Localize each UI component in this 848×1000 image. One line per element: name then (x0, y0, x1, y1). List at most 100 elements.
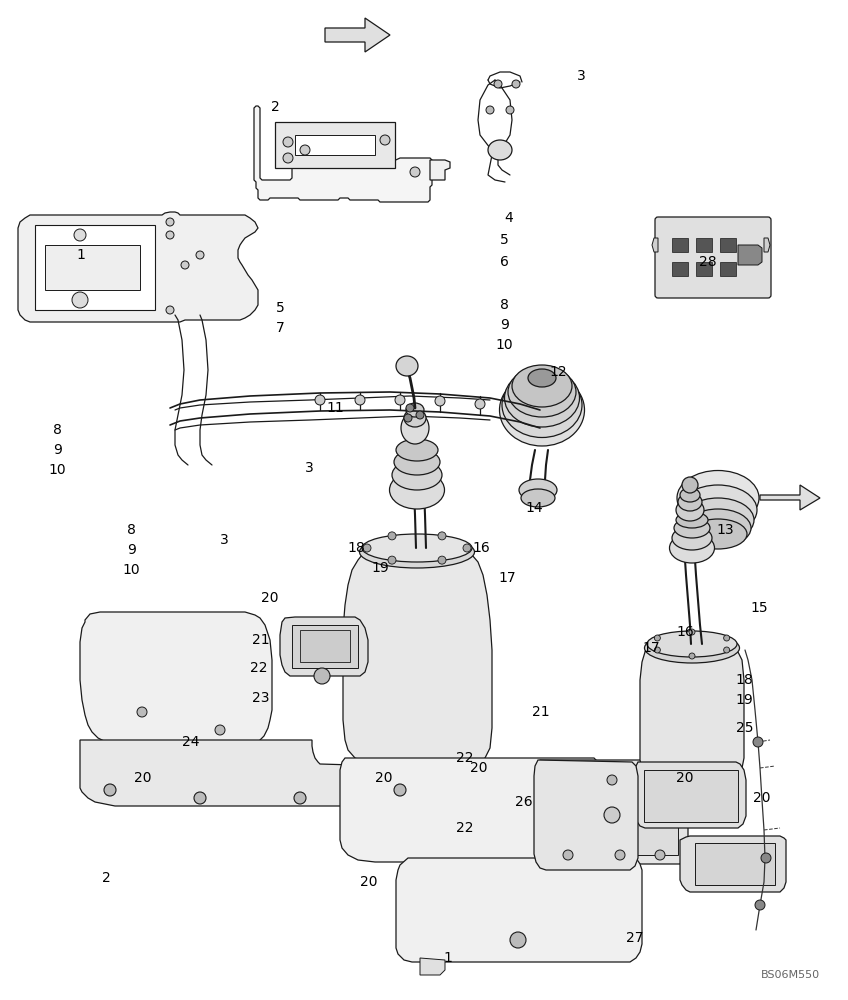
Ellipse shape (406, 403, 424, 417)
Ellipse shape (682, 498, 754, 542)
Text: 1: 1 (76, 248, 85, 262)
Ellipse shape (521, 489, 555, 507)
Polygon shape (295, 135, 375, 155)
Text: 9: 9 (500, 318, 509, 332)
Ellipse shape (362, 534, 472, 562)
Text: 20: 20 (261, 591, 278, 605)
Text: 5: 5 (500, 233, 509, 247)
Ellipse shape (674, 518, 710, 538)
Circle shape (615, 850, 625, 860)
Circle shape (723, 635, 729, 641)
Ellipse shape (682, 477, 698, 493)
Text: 9: 9 (127, 543, 136, 557)
Polygon shape (640, 648, 744, 780)
Polygon shape (534, 760, 638, 870)
Text: 22: 22 (250, 661, 267, 675)
Ellipse shape (647, 631, 737, 657)
Ellipse shape (685, 509, 751, 547)
Text: 10: 10 (49, 463, 66, 477)
Circle shape (283, 137, 293, 147)
Ellipse shape (644, 633, 739, 663)
Polygon shape (280, 617, 368, 676)
Text: 1: 1 (444, 951, 452, 965)
Ellipse shape (499, 374, 584, 446)
Circle shape (607, 775, 617, 785)
Text: 9: 9 (53, 443, 62, 457)
Circle shape (406, 404, 414, 412)
Text: 7: 7 (276, 321, 284, 335)
Ellipse shape (401, 412, 429, 444)
Text: 26: 26 (516, 795, 533, 809)
Circle shape (475, 399, 485, 409)
Ellipse shape (689, 519, 747, 549)
Ellipse shape (389, 471, 444, 509)
Circle shape (416, 411, 424, 419)
Polygon shape (18, 212, 258, 322)
Polygon shape (738, 245, 762, 265)
Circle shape (438, 532, 446, 540)
Circle shape (506, 106, 514, 114)
Ellipse shape (360, 536, 475, 568)
Circle shape (435, 396, 445, 406)
Text: 28: 28 (700, 255, 717, 269)
Polygon shape (420, 958, 445, 975)
Circle shape (104, 784, 116, 796)
Circle shape (753, 737, 763, 747)
Circle shape (510, 932, 526, 948)
Polygon shape (35, 225, 155, 310)
Text: 18: 18 (736, 673, 753, 687)
Bar (672, 238, 688, 252)
Circle shape (463, 544, 471, 552)
Text: BS06M550: BS06M550 (761, 970, 820, 980)
Circle shape (283, 153, 293, 163)
Polygon shape (80, 740, 468, 806)
Bar (720, 262, 736, 276)
Ellipse shape (394, 449, 440, 475)
Text: 3: 3 (305, 461, 314, 475)
Polygon shape (396, 858, 642, 962)
Text: 11: 11 (326, 401, 343, 415)
Text: 6: 6 (500, 255, 509, 269)
Text: 24: 24 (182, 735, 199, 749)
Text: 23: 23 (253, 691, 270, 705)
Circle shape (655, 647, 661, 653)
Circle shape (355, 395, 365, 405)
Circle shape (655, 850, 665, 860)
Text: 15: 15 (750, 601, 767, 615)
Circle shape (74, 229, 86, 241)
Ellipse shape (508, 367, 576, 417)
Text: 3: 3 (220, 533, 229, 547)
Text: 19: 19 (736, 693, 753, 707)
Polygon shape (644, 770, 738, 822)
Circle shape (314, 668, 330, 684)
Circle shape (294, 792, 306, 804)
Polygon shape (760, 485, 820, 510)
Circle shape (689, 653, 695, 659)
Text: 2: 2 (271, 100, 280, 114)
Ellipse shape (680, 488, 700, 502)
Ellipse shape (676, 512, 708, 528)
Circle shape (166, 306, 174, 314)
Polygon shape (343, 555, 492, 768)
Text: 20: 20 (677, 771, 694, 785)
Text: 20: 20 (375, 771, 392, 785)
Polygon shape (634, 762, 746, 828)
Circle shape (166, 231, 174, 239)
Ellipse shape (678, 493, 702, 511)
Text: 18: 18 (348, 541, 365, 555)
Polygon shape (292, 625, 358, 668)
Text: 22: 22 (456, 821, 473, 835)
Circle shape (394, 784, 406, 796)
Polygon shape (340, 758, 600, 862)
Circle shape (494, 80, 502, 88)
Bar (696, 238, 712, 252)
Ellipse shape (396, 356, 418, 376)
Circle shape (395, 395, 405, 405)
Text: 22: 22 (456, 751, 473, 765)
Ellipse shape (676, 499, 704, 521)
Circle shape (380, 135, 390, 145)
Ellipse shape (679, 485, 757, 535)
Text: 21: 21 (253, 633, 270, 647)
Ellipse shape (505, 369, 579, 427)
Ellipse shape (502, 372, 582, 438)
